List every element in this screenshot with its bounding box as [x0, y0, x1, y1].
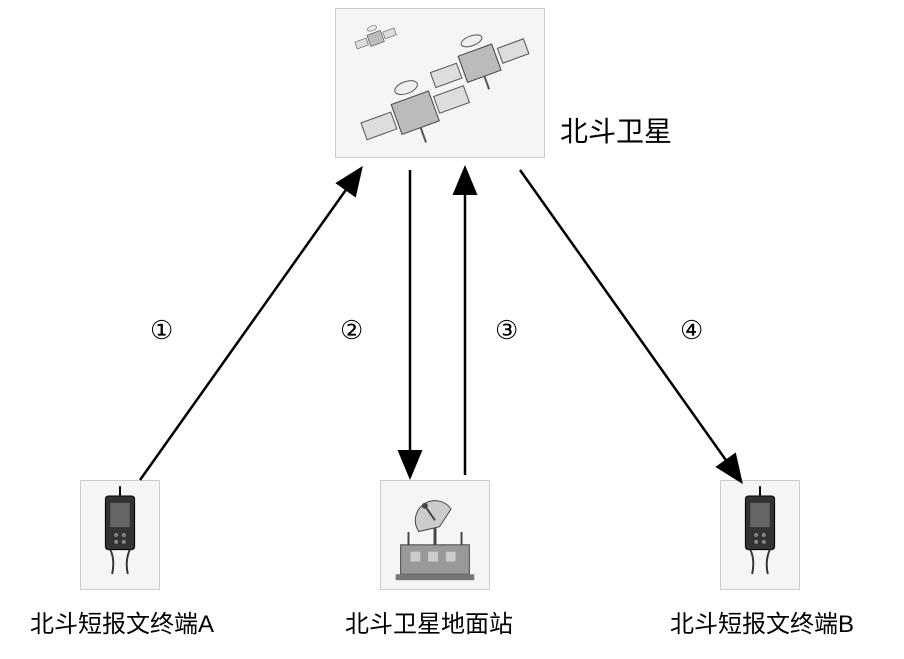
- node-ground-station: [380, 480, 490, 595]
- ground-station-label: 北斗卫星地面站: [345, 604, 513, 639]
- node-terminal-a: [80, 480, 160, 595]
- edge-4-label: ④: [680, 315, 703, 346]
- edge-2-label: ②: [340, 315, 363, 346]
- terminal-a-label: 北斗短报文终端A: [30, 604, 214, 639]
- edge-1-label: ①: [150, 315, 173, 346]
- terminal-b-label: 北斗短报文终端B: [670, 604, 854, 639]
- satellite-label: 北斗卫星: [560, 110, 672, 150]
- edge-4: [520, 170, 740, 480]
- edge-3-label: ③: [495, 315, 518, 346]
- node-terminal-b: [720, 480, 800, 595]
- satellite-icon: [335, 8, 545, 158]
- terminal-b-icon: [720, 480, 800, 590]
- node-satellite: [335, 8, 545, 163]
- ground-station-icon: [380, 480, 490, 590]
- terminal-a-icon: [80, 480, 160, 590]
